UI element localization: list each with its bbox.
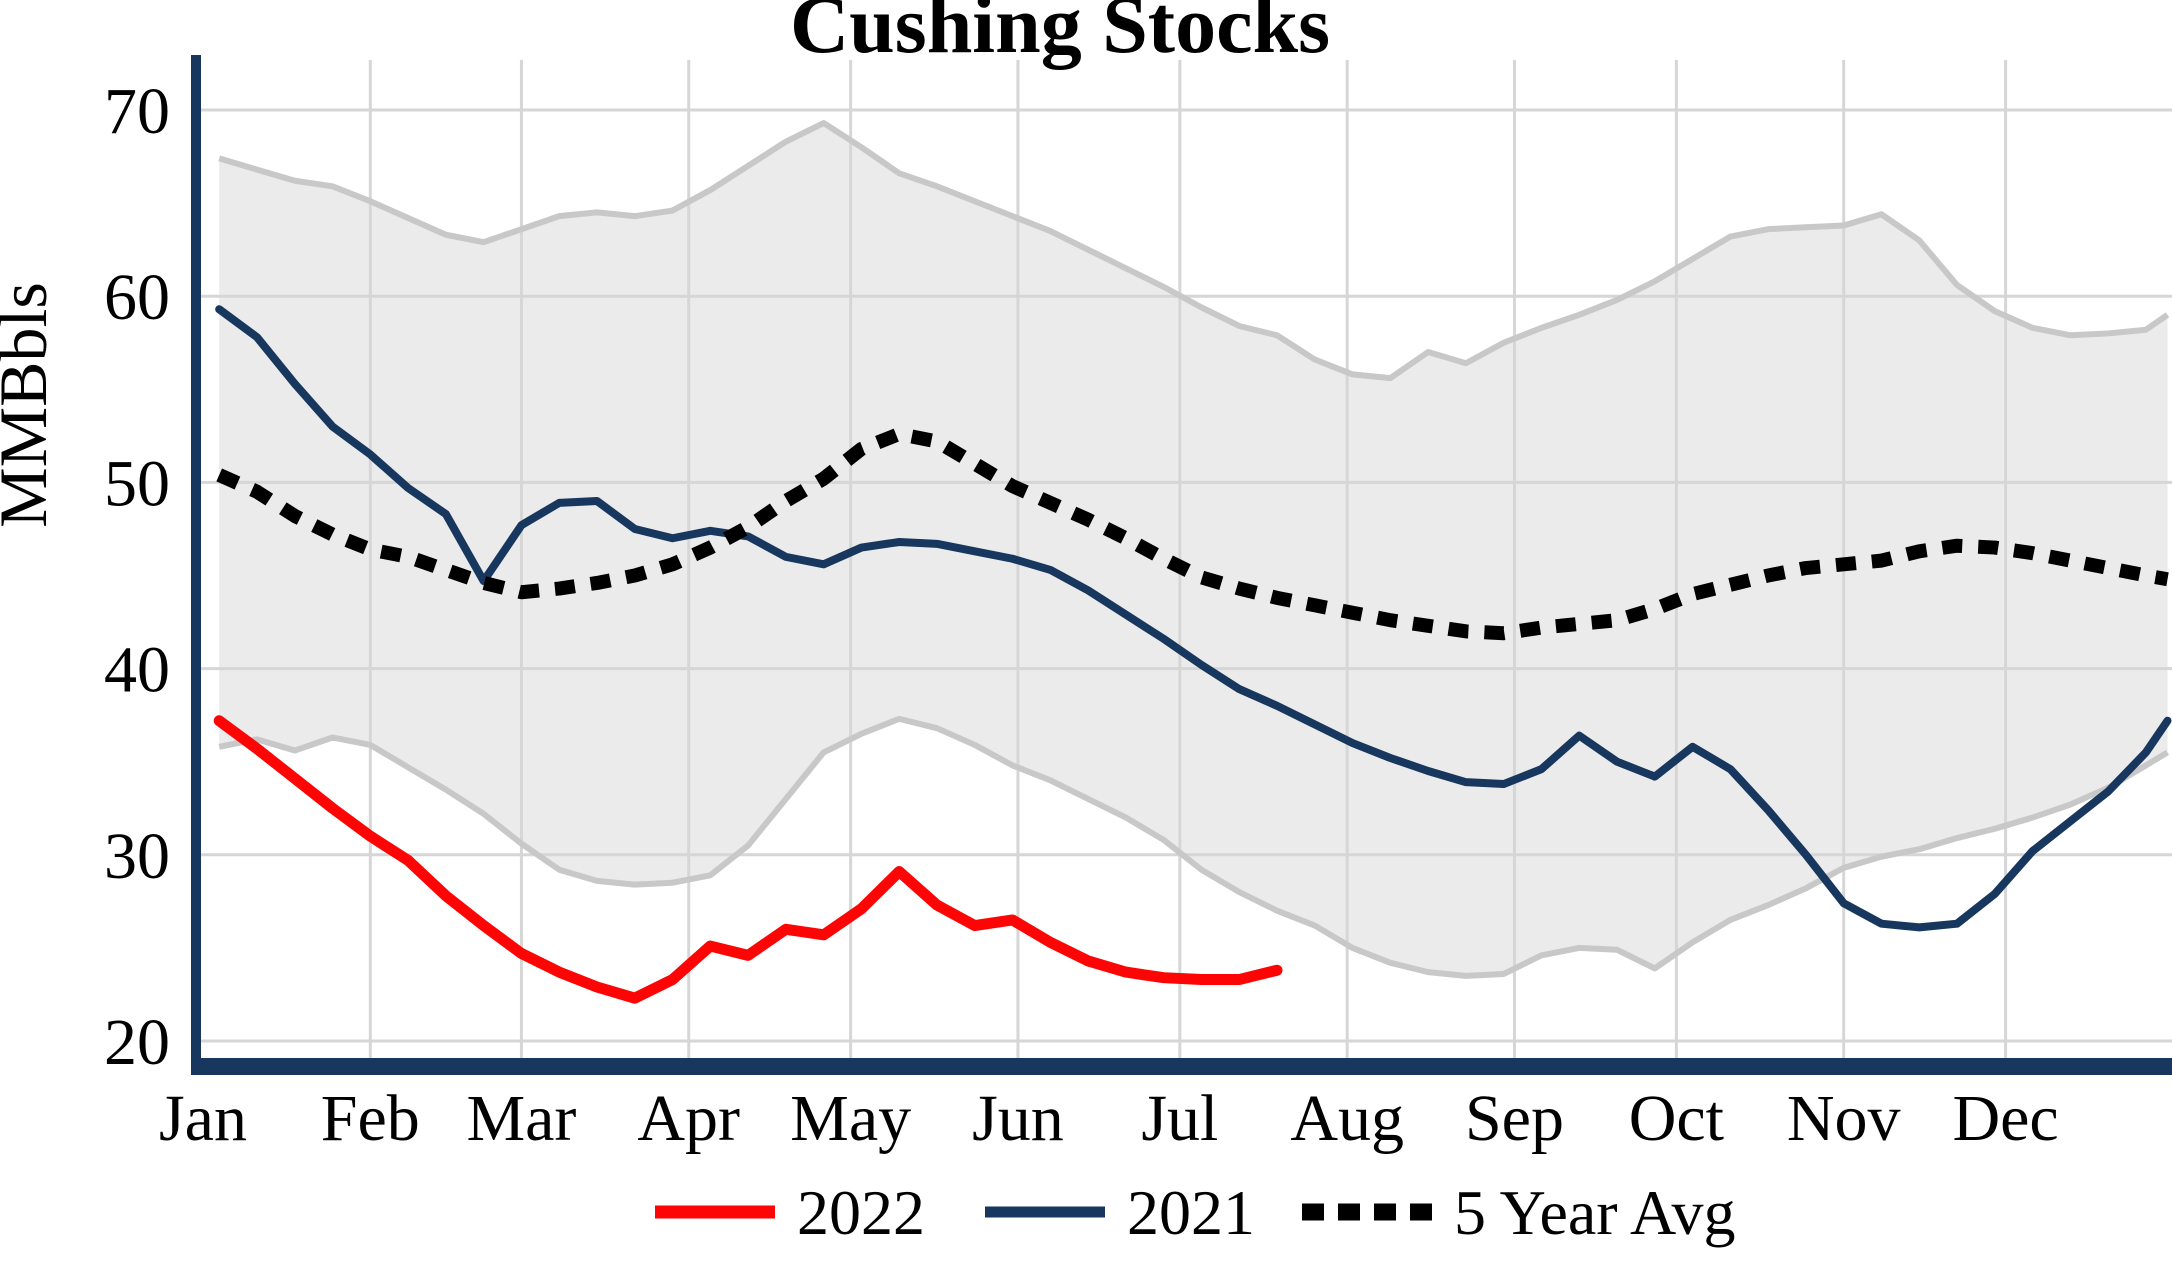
data-series-lines xyxy=(213,305,2172,1004)
y-axis-spine xyxy=(191,55,201,1073)
five-year-range-band-edges xyxy=(218,120,2170,979)
series-line-2021 xyxy=(215,305,2172,932)
five-year-range-top-edge xyxy=(218,120,2170,382)
x-month-label-Jun: Jun xyxy=(972,1082,1064,1155)
x-month-label-Nov: Nov xyxy=(1787,1082,1901,1155)
x-month-label-Aug: Aug xyxy=(1290,1082,1404,1155)
x-month-label-Mar: Mar xyxy=(466,1082,576,1155)
y-tick-label-50: 50 xyxy=(104,447,170,520)
five-year-range-band xyxy=(219,123,2168,976)
five-year-range-fill xyxy=(219,123,2168,976)
x-month-label-Dec: Dec xyxy=(1952,1082,2058,1155)
y-tick-label-40: 40 xyxy=(104,634,170,707)
x-month-label-Jul: Jul xyxy=(1141,1082,1218,1155)
x-month-label-Feb: Feb xyxy=(321,1082,420,1155)
series-line-2022 xyxy=(213,715,1283,1004)
axis-spines xyxy=(191,55,2172,1075)
x-month-label-Apr: Apr xyxy=(637,1082,740,1155)
y-tick-label-60: 60 xyxy=(104,261,170,334)
y-tick-label-20: 20 xyxy=(104,1006,170,1079)
y-tick-label-70: 70 xyxy=(104,75,170,148)
x-month-label-Oct: Oct xyxy=(1629,1082,1724,1155)
x-month-label-May: May xyxy=(790,1082,911,1155)
y-tick-label-30: 30 xyxy=(104,820,170,893)
legend: 2022 2021 5 Year Avg xyxy=(655,1177,1736,1248)
x-axis-spine xyxy=(191,1058,2172,1075)
y-tick-labels: 70 60 50 40 30 20 xyxy=(104,75,170,1079)
legend-2022-label: 2022 xyxy=(797,1177,925,1248)
y-axis-label: MMBbls xyxy=(0,282,61,528)
chart-title: Cushing Stocks xyxy=(790,0,1330,70)
x-month-label-Jan: Jan xyxy=(159,1082,247,1155)
five-year-range-bottom-edge xyxy=(218,715,2170,979)
legend-2021-label: 2021 xyxy=(1127,1177,1255,1248)
x-month-label-Sep: Sep xyxy=(1465,1082,1564,1155)
x-month-labels: Jan Feb Mar Apr May Jun Jul Aug Sep Oct Nov Dec xyxy=(159,1082,2059,1155)
legend-5yr-avg-label: 5 Year Avg xyxy=(1454,1177,1736,1248)
